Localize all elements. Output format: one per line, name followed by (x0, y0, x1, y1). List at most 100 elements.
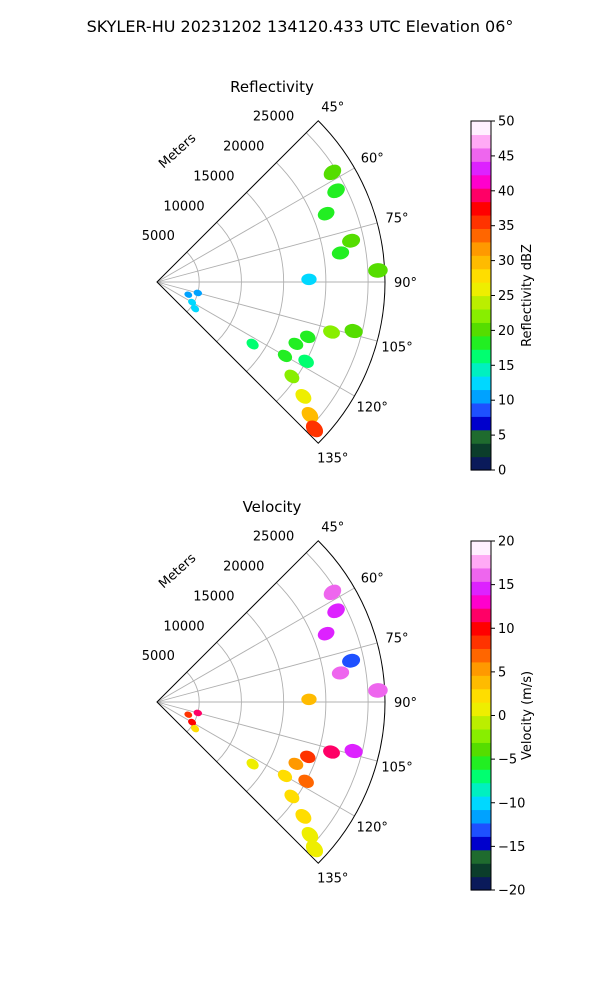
echo-cell (284, 789, 300, 804)
colorbar-segment (471, 621, 491, 636)
echo-cell (193, 709, 203, 717)
colorbar-segment (471, 594, 491, 609)
echo-cell (277, 349, 293, 363)
echo-cell (344, 323, 363, 339)
sector-outline (156, 540, 386, 864)
colorbar-tick-label: 45 (498, 149, 515, 164)
panel-reflectivity: Reflectivity45°60°75°90°105°120°135°5000… (142, 78, 535, 479)
colorbar-segment (471, 822, 491, 837)
colorbar-segment (471, 416, 491, 431)
colorbar-segment (471, 134, 491, 149)
echo-cell (317, 206, 335, 221)
colorbar-label: Reflectivity dBZ (520, 244, 535, 347)
colorbar: −20 −15 −10 −5 0 5 10 15 20 Velocity (m/s) (470, 535, 535, 899)
echo-cell (190, 724, 200, 733)
colorbar-segment (471, 634, 491, 649)
colorbar-segment (471, 456, 491, 471)
colorbar-tick-label: 5 (498, 665, 506, 680)
radial-axis-label: Meters (156, 551, 199, 592)
colorbar-segment (471, 876, 491, 891)
colorbar-segment (471, 308, 491, 323)
colorbar-tick-label: −10 (498, 796, 525, 811)
echo-cell (193, 289, 203, 297)
colorbar-segment (471, 174, 491, 189)
radial-tick-label: 15000 (193, 169, 234, 184)
colorbar-segment (471, 161, 491, 176)
radial-tick-label: 25000 (253, 530, 294, 545)
echo-cell (295, 388, 312, 404)
colorbar-tick-label: 5 (498, 429, 506, 444)
echo-cell (246, 338, 259, 350)
colorbar-segment (471, 782, 491, 797)
colorbar-tick-label: 15 (498, 578, 515, 593)
angular-grid-line (156, 642, 378, 703)
angular-grid-line (156, 587, 355, 703)
echo-cell (327, 603, 345, 619)
theta-tick-label: 135° (317, 872, 348, 887)
colorbar-segment (471, 241, 491, 256)
colorbar-segment (471, 268, 491, 283)
radial-tick-label: 25000 (253, 110, 294, 125)
colorbar-segment (471, 688, 491, 703)
colorbar-segment (471, 809, 491, 824)
colorbar-segment (471, 214, 491, 229)
colorbar-segment (471, 769, 491, 784)
colorbar-segment (471, 349, 491, 364)
echo-cell (188, 718, 197, 726)
theta-tick-label: 45° (321, 100, 344, 115)
colorbar-segment (471, 188, 491, 203)
theta-tick-label: 120° (357, 820, 388, 835)
echo-cell (323, 745, 340, 759)
colorbar-segment (471, 402, 491, 417)
colorbar-tick-label: −20 (498, 884, 525, 899)
colorbar-tick-label: 0 (498, 464, 506, 479)
colorbar-segment (471, 608, 491, 623)
colorbar-segment (471, 147, 491, 162)
radial-tick-label: 20000 (223, 560, 264, 575)
echo-cell (305, 420, 324, 438)
colorbar-segment (471, 429, 491, 444)
echo-cell (368, 263, 388, 278)
colorbar-segment (471, 362, 491, 377)
radial-tick-label: 5000 (142, 649, 175, 664)
echo-cell (301, 406, 319, 423)
figure-title: SKYLER-HU 20231202 134120.433 UTC Elevat… (87, 17, 514, 36)
angular-grid-line (156, 167, 355, 283)
theta-tick-label: 105° (381, 340, 412, 355)
colorbar-segment (471, 849, 491, 864)
colorbar-segment (471, 228, 491, 243)
colorbar-segment (471, 796, 491, 811)
theta-tick-label: 60° (361, 152, 384, 167)
echo-cell (284, 369, 300, 384)
colorbar-segment (471, 755, 491, 770)
colorbar-segment (471, 836, 491, 851)
colorbar-segment (471, 255, 491, 270)
echo-cell (298, 774, 314, 788)
colorbar-tick-label: 10 (498, 394, 515, 409)
colorbar-segment (471, 389, 491, 404)
sector-outline (156, 120, 386, 444)
colorbar-tick-label: 15 (498, 359, 515, 374)
echo-cell (317, 626, 335, 641)
theta-tick-label: 75° (386, 212, 409, 227)
theta-tick-label: 60° (361, 572, 384, 587)
colorbar-tick-label: 30 (498, 254, 515, 269)
echo-cell (323, 325, 340, 339)
colorbar-tick-label: 20 (498, 324, 515, 339)
echo-cell (301, 826, 319, 843)
colorbar-segment (471, 443, 491, 458)
colorbar-segment (471, 335, 491, 350)
colorbar-tick-label: −5 (498, 753, 517, 768)
theta-tick-label: 105° (381, 760, 412, 775)
echo-cell (331, 666, 350, 680)
colorbar-label: Velocity (m/s) (520, 671, 535, 760)
colorbar-tick-label: 40 (498, 184, 515, 199)
echo-cell (344, 743, 363, 759)
colorbar-segment (471, 715, 491, 730)
echo-cell (305, 840, 324, 858)
echo-cell (342, 653, 361, 668)
colorbar-segment (471, 376, 491, 391)
colorbar-segment (471, 661, 491, 676)
angular-grid-line (156, 701, 378, 762)
theta-tick-label: 90° (394, 276, 417, 291)
